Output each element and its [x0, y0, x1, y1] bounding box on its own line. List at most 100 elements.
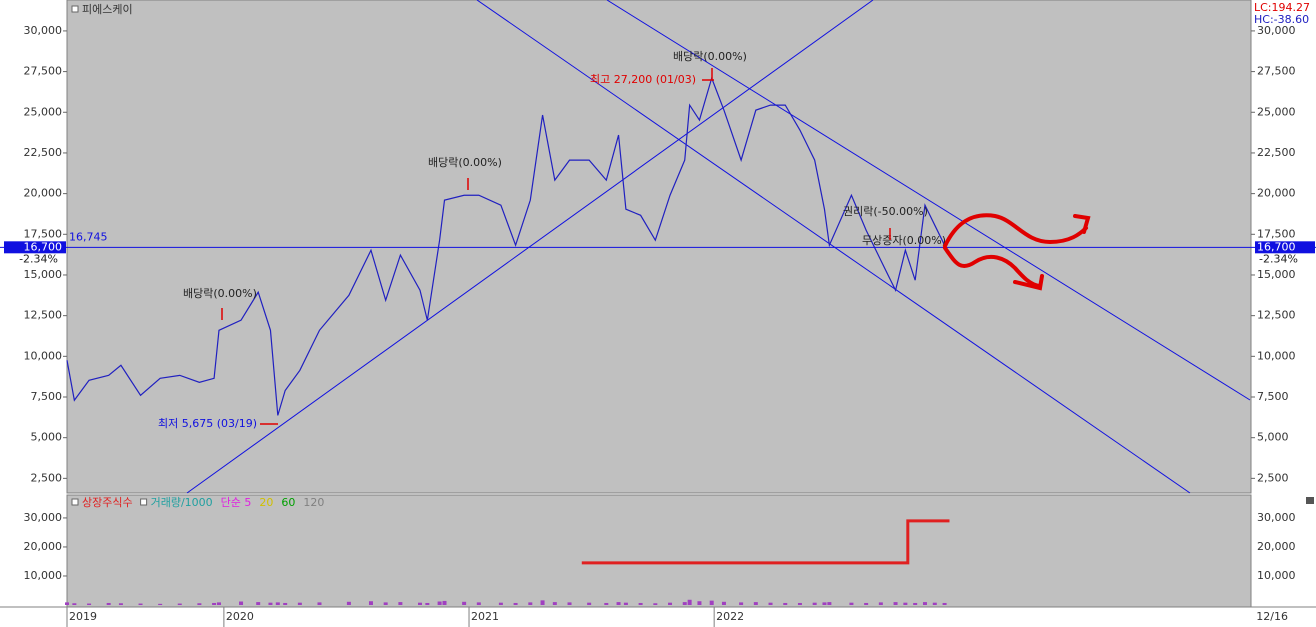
volume-bar — [398, 602, 403, 605]
trend-line — [476, 0, 1191, 494]
indicator-lc: LC:194.27 — [1254, 1, 1310, 14]
annotation: 무상증자(0.00%) — [862, 234, 946, 247]
volume-bar — [513, 602, 518, 605]
volume-plot — [66, 494, 1252, 608]
arrow-up — [943, 213, 1088, 248]
x-tick-label: 2019 — [69, 610, 97, 623]
volume-bar — [827, 602, 832, 605]
y-tick-label-right: 30,000 — [1257, 24, 1296, 37]
volume-y-tick-label-right: 30,000 — [1257, 511, 1296, 524]
annotation: 권리락(-50.00%) — [843, 205, 928, 218]
y-tick-label-right: 25,000 — [1257, 105, 1296, 118]
annotation: 최고 27,200 (01/03) — [590, 73, 696, 86]
volume-bar — [383, 602, 388, 605]
volume-bar — [442, 600, 447, 605]
y-tick-label-right: 27,500 — [1257, 65, 1296, 78]
volume-bar — [476, 602, 481, 605]
volume-bar — [768, 602, 773, 605]
legend-entry: 단순 5 — [221, 496, 252, 509]
hand-drawn-arrows — [943, 213, 1091, 291]
last-price-right: 16,700 — [1257, 240, 1296, 253]
shares-line — [581, 519, 950, 565]
volume-bar — [268, 602, 273, 605]
volume-bar — [540, 600, 545, 605]
volume-bar — [528, 602, 533, 605]
volume-y-tick-label: 10,000 — [24, 569, 63, 582]
last-price-box — [4, 241, 66, 254]
y-tick-label-right: 17,500 — [1257, 227, 1296, 240]
volume-bar — [616, 602, 621, 605]
volume-bar — [346, 601, 351, 605]
annotation: 배당락(0.00%) — [673, 50, 747, 63]
y-tick-label: 20,000 — [24, 187, 63, 200]
volume-bar — [668, 602, 673, 605]
end-date: 12/16 — [1256, 610, 1288, 623]
panel-close[interactable] — [1306, 497, 1314, 504]
legend-checkbox[interactable] — [71, 498, 79, 506]
volume-bar — [275, 602, 280, 605]
volume-y-tick-label: 20,000 — [24, 540, 63, 553]
y-tick-label: 17,500 — [24, 227, 63, 240]
legend-entry: 상장주식수 — [82, 496, 133, 509]
data-layer: 2,500 2,500 5,000 5,000 7,500 7,500 10,000 10,0… — [0, 24, 1316, 627]
x-tick-label: 2022 — [716, 610, 744, 623]
volume-bar — [106, 602, 111, 605]
volume-bar — [893, 602, 898, 605]
last-price: 16,700 — [24, 240, 63, 253]
chart-title: 피에스케이 — [82, 3, 133, 16]
volume-bar — [812, 602, 817, 605]
trend-line — [606, 0, 1251, 401]
volume-bar — [297, 602, 302, 605]
volume-bar — [239, 601, 244, 605]
price-plot — [66, 0, 1252, 494]
volume-y-tick-label-right: 10,000 — [1257, 569, 1296, 582]
x-tick-label: 2020 — [226, 610, 254, 623]
y-tick-label-right: 5,000 — [1257, 431, 1289, 444]
volume-bar — [425, 602, 430, 605]
volume-bar — [753, 602, 758, 605]
volume-bar — [653, 603, 658, 605]
volume-bar — [709, 600, 714, 605]
y-tick-label-right: 20,000 — [1257, 187, 1296, 200]
y-tick-label: 22,500 — [24, 146, 63, 159]
y-tick-label: 25,000 — [24, 105, 63, 118]
volume-bar — [822, 602, 827, 605]
volume-bar — [604, 602, 609, 605]
legend-entry: 120 — [303, 496, 324, 509]
volume-bar — [587, 602, 592, 605]
arrow-down — [943, 246, 1042, 288]
checkbox[interactable] — [71, 5, 79, 13]
volume-bar — [638, 602, 643, 605]
change: -2.34% — [19, 252, 58, 265]
volume-bar — [552, 602, 557, 605]
volume-y-tick-label: 30,000 — [24, 511, 63, 524]
annotation: 최저 5,675 (03/19) — [158, 417, 257, 430]
volume-bar — [368, 601, 373, 605]
legend-checkbox[interactable] — [140, 498, 148, 506]
volume-bar — [942, 602, 947, 605]
volume-bar — [567, 602, 572, 605]
y-tick-label: 7,500 — [31, 390, 63, 403]
volume-bar — [932, 602, 937, 605]
volume-bar — [739, 602, 744, 605]
volume-bar — [197, 603, 202, 605]
x-tick-label: 2021 — [471, 610, 499, 623]
volume-bar — [697, 601, 702, 605]
volume-bar — [623, 602, 628, 605]
indicator-hc: HC:-38.60 — [1254, 13, 1309, 26]
volume-bar — [138, 603, 143, 605]
y-tick-label: 30,000 — [24, 24, 63, 37]
volume-bar — [283, 602, 288, 605]
level-label: 16,745 — [69, 231, 108, 244]
y-tick-label-right: 2,500 — [1257, 471, 1289, 484]
volume-bar — [317, 602, 322, 605]
volume-bar — [922, 602, 927, 605]
volume-bar — [256, 602, 261, 605]
y-tick-label-right: 22,500 — [1257, 146, 1296, 159]
annotation: 배당락(0.00%) — [428, 156, 502, 169]
y-tick-label: 15,000 — [24, 268, 63, 281]
y-tick-label: 27,500 — [24, 65, 63, 78]
volume-bar — [878, 602, 883, 605]
volume-bar — [682, 602, 687, 605]
volume-bar — [118, 603, 123, 605]
